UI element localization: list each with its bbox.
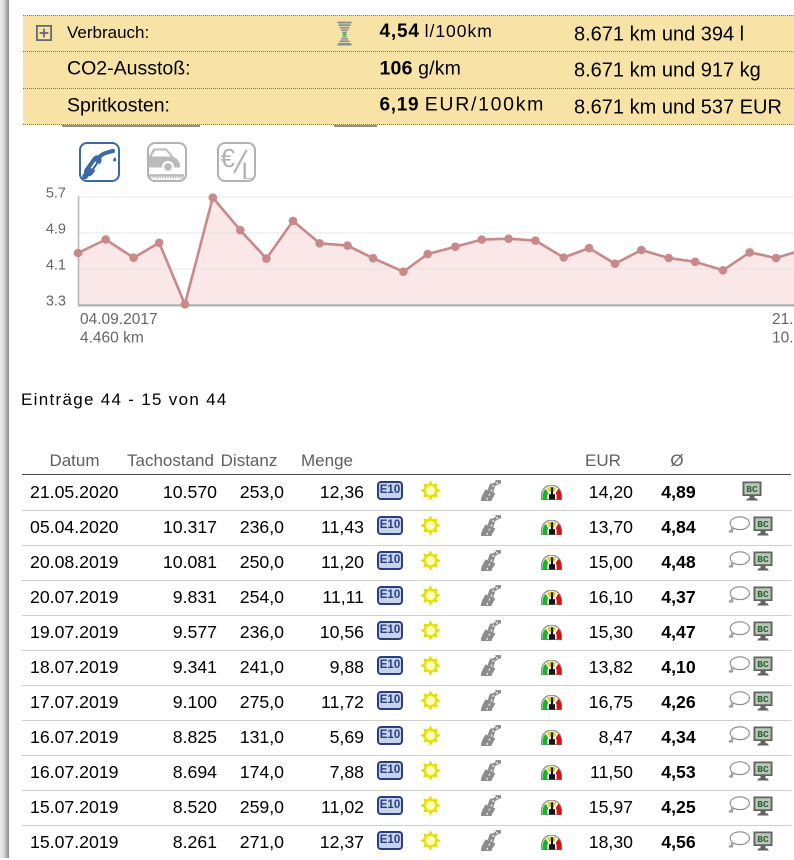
svg-text:BC: BC bbox=[757, 589, 769, 600]
svg-text:BC: BC bbox=[757, 519, 769, 530]
svg-text:BC: BC bbox=[757, 694, 769, 705]
svg-text:BC: BC bbox=[757, 624, 769, 635]
svg-text:L: L bbox=[242, 158, 254, 179]
svg-text:BC: BC bbox=[757, 554, 769, 565]
svg-text:10.570 km: 10.570 km bbox=[772, 330, 794, 347]
svg-text:4.9: 4.9 bbox=[46, 222, 66, 238]
svg-text:BC: BC bbox=[757, 834, 769, 845]
svg-text:3.3: 3.3 bbox=[46, 294, 66, 310]
svg-text:4.460 km: 4.460 km bbox=[80, 330, 144, 347]
svg-text:BC: BC bbox=[746, 484, 758, 495]
svg-text:BC: BC bbox=[757, 729, 769, 740]
svg-text:€: € bbox=[221, 144, 236, 173]
svg-text:21.05.2020: 21.05.2020 bbox=[772, 311, 794, 328]
svg-text:04.09.2017: 04.09.2017 bbox=[80, 311, 158, 328]
svg-text:4.1: 4.1 bbox=[46, 258, 66, 274]
svg-text:BC: BC bbox=[757, 659, 769, 670]
svg-text:BC: BC bbox=[757, 799, 769, 810]
svg-text:5.7: 5.7 bbox=[46, 186, 66, 202]
svg-text:BC: BC bbox=[757, 764, 769, 775]
